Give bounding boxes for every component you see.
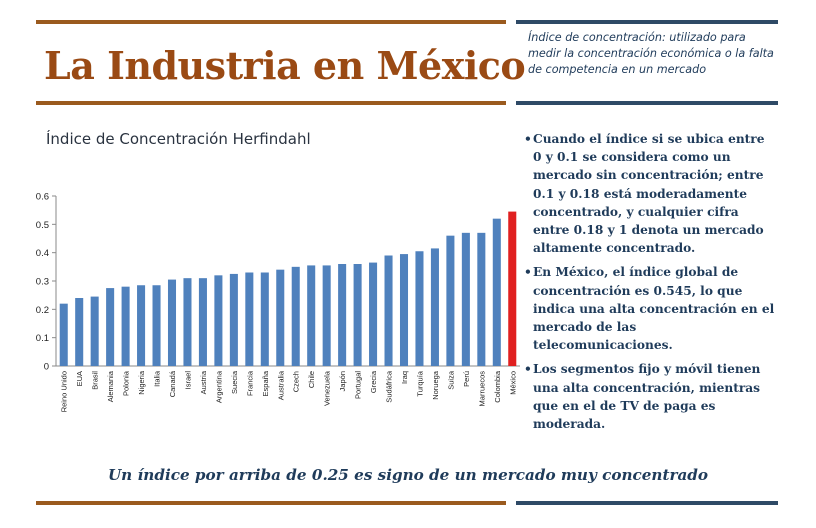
bar-méxico <box>508 211 517 366</box>
bullet-item-concentration-ranges: Cuando el índice si se ubica entre 0 y 0… <box>524 130 777 257</box>
y-tick-label: 0.6 <box>36 192 49 203</box>
bottom-left-rule <box>36 501 506 505</box>
x-tick-label: Australia <box>276 370 285 400</box>
definition-underline-rule <box>516 101 778 105</box>
x-tick-label: Iraq <box>400 371 409 384</box>
y-tick-label: 0.5 <box>36 220 49 231</box>
x-tick-label: Japón <box>338 371 347 391</box>
bar-grecia <box>369 262 378 366</box>
page-title: La Industria en México <box>44 43 526 88</box>
bar-eua <box>75 298 84 366</box>
herfindahl-bar-chart: 0 0.1 0.2 0.3 0.4 0.5 0.6 Reino Unido EUA Brasil… <box>36 192 520 412</box>
bar-brasil <box>90 296 99 366</box>
chart-title: Índice de Concentración Herfindahl <box>46 130 311 148</box>
x-axis-labels: Reino Unido EUA Brasil Alemania Polonia Niger… <box>60 370 518 412</box>
x-tick-label: Nigeria <box>137 370 146 395</box>
x-tick-label: Austria <box>199 370 208 394</box>
bars <box>59 211 517 366</box>
bar-sudáfrica <box>384 255 393 366</box>
y-tick-label: 0.2 <box>36 305 49 316</box>
bar-suecia <box>229 273 238 366</box>
y-tick-label: 0.4 <box>36 248 49 259</box>
x-tick-label: Argentina <box>214 370 223 403</box>
bar-venezuela <box>322 265 331 366</box>
bar-turquía <box>415 251 424 366</box>
bar-reino-unido <box>59 303 68 366</box>
bar-espa-a <box>260 272 269 366</box>
bar-polonia <box>121 286 130 366</box>
x-tick-label: Canadá <box>168 370 177 397</box>
y-axis: 0 0.1 0.2 0.3 0.4 0.5 0.6 <box>36 192 520 373</box>
x-tick-label: Francia <box>245 370 254 396</box>
x-tick-label: Grecia <box>369 370 378 393</box>
definition-text: Índice de concentración: utilizado para … <box>528 31 774 76</box>
bullet-list: Cuando el índice si se ubica entre 0 y 0… <box>524 130 777 439</box>
x-tick-label: Noruega <box>431 370 440 400</box>
footnote: Un índice por arriba de 0.25 es signo de… <box>107 466 709 484</box>
bar-chile <box>307 265 316 366</box>
bar-australia <box>276 269 285 366</box>
x-tick-label: Perú <box>462 371 471 387</box>
bar-argentina <box>214 275 223 366</box>
x-tick-label: Chile <box>307 371 316 388</box>
x-tick-label: España <box>261 370 270 396</box>
x-tick-label: Suiza <box>446 370 455 390</box>
x-tick-label: EUA <box>75 371 84 386</box>
x-tick-label: Alemania <box>106 370 115 402</box>
x-tick-label: Brasil <box>91 371 100 390</box>
bar-italia <box>152 285 161 366</box>
x-tick-label: Italia <box>153 370 162 387</box>
x-tick-label: Portugal <box>354 371 363 399</box>
bottom-right-rule <box>516 501 778 505</box>
y-tick-label: 0.1 <box>36 333 49 344</box>
x-tick-label: Suecia <box>230 370 239 394</box>
bar-nigeria <box>137 285 146 366</box>
bar-israel <box>183 278 192 366</box>
bar-iraq <box>399 254 409 366</box>
bar-colombia <box>492 218 501 366</box>
bullet-item-mexico-index: En México, el índice global de concentra… <box>524 263 777 354</box>
title-underline-rule <box>36 101 506 105</box>
x-tick-label: Czech <box>292 371 301 392</box>
top-left-rule <box>36 20 506 24</box>
x-tick-label: Venezuela <box>323 370 332 406</box>
y-tick-label: 0.3 <box>36 277 49 288</box>
bar-perú <box>461 232 470 366</box>
bar-alemania <box>106 288 115 366</box>
x-tick-label: Israel <box>183 371 192 390</box>
y-tick-label: 0 <box>44 362 49 373</box>
x-tick-label: Marruecos <box>477 371 486 407</box>
top-right-rule <box>516 20 778 24</box>
x-tick-label: Reino Unido <box>60 371 69 412</box>
x-tick-label: Colombia <box>493 370 502 403</box>
bar-austria <box>198 278 207 366</box>
x-tick-label: México <box>508 371 517 395</box>
bar-suiza <box>446 235 455 366</box>
bar-czech <box>291 266 300 366</box>
bar-canadá <box>167 279 177 366</box>
bullet-item-segments: Los segmentos fijo y móvil tienen una al… <box>524 360 777 433</box>
bar-japón <box>338 264 347 366</box>
x-tick-label: Turquía <box>415 370 424 396</box>
bar-portugal <box>353 264 362 366</box>
x-tick-label: Polonia <box>122 370 131 396</box>
bar-francia <box>245 272 254 366</box>
bar-noruega <box>430 248 439 366</box>
bar-marruecos <box>477 232 486 366</box>
x-tick-label: Sudáfrica <box>385 370 394 403</box>
